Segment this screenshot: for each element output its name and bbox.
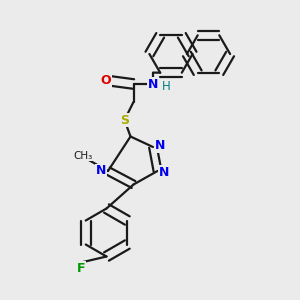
Text: CH₃: CH₃ <box>74 151 93 161</box>
Text: S: S <box>120 113 129 127</box>
Text: H: H <box>162 80 171 94</box>
Text: N: N <box>159 166 169 179</box>
Text: N: N <box>148 77 158 91</box>
Text: N: N <box>154 139 165 152</box>
Text: F: F <box>77 262 85 275</box>
Text: O: O <box>100 74 111 88</box>
Text: N: N <box>96 164 106 178</box>
